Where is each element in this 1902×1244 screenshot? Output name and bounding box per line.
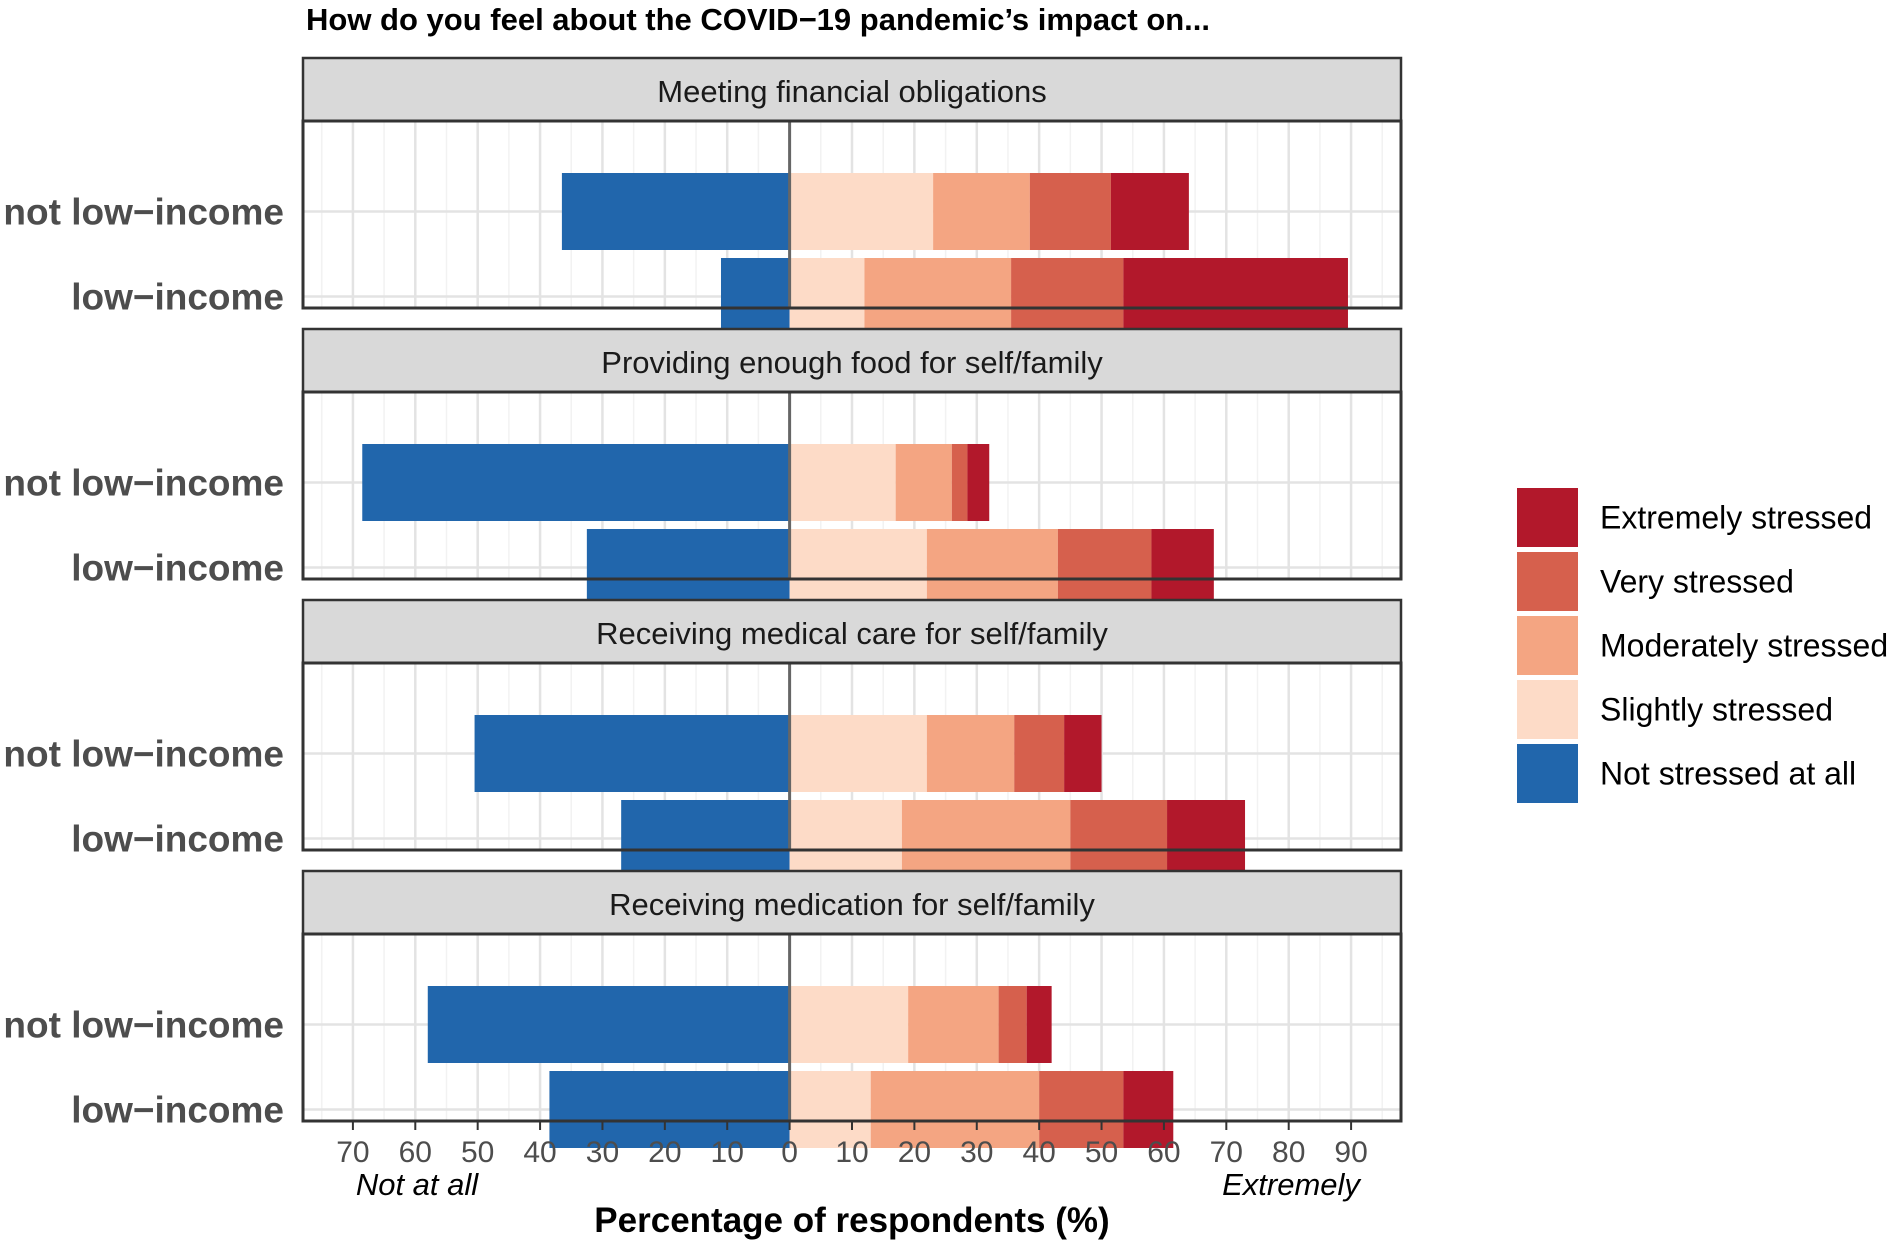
x-tick-label: 70 [1210,1136,1243,1169]
bar-slightly [789,1071,871,1148]
facet-title: Receiving medication for self/family [609,887,1095,922]
bar-not-stressed [621,800,790,877]
x-tick-label: 10 [711,1136,744,1169]
bar-very [1029,173,1111,250]
x-tick-label: 60 [1147,1136,1180,1169]
facet-panel: Providing enough food for self/family not… [3,327,1403,606]
bar-slightly [789,986,909,1063]
x-tick-label: 90 [1334,1136,1367,1169]
x-tick-label: 10 [835,1136,868,1169]
x-tick-label: 0 [781,1136,798,1169]
right-axis-note: Extremely [1222,1167,1362,1202]
bar-very [951,444,968,521]
legend-key-slightly [1517,680,1578,739]
x-tick-label: 40 [1022,1136,1055,1169]
bar-moderately [901,800,1071,877]
x-tick-label: 20 [898,1136,931,1169]
legend-label: Slightly stressed [1600,692,1833,728]
left-axis-note: Not at all [356,1167,479,1202]
row-label: low−income [71,277,284,318]
x-tick-label: 30 [960,1136,993,1169]
bar-very [1011,258,1124,335]
bar-moderately [908,986,999,1063]
facet-title: Providing enough food for self/family [601,345,1103,380]
bar-extremely [1110,173,1189,250]
bar-extremely [1026,986,1052,1063]
x-tick-label: 40 [523,1136,556,1169]
bar-moderately [926,529,1058,606]
x-tick-label: 60 [399,1136,432,1169]
bar-not-stressed [720,258,790,335]
panel-border [301,119,1403,310]
panel-border [301,390,1403,581]
legend-key-extremely [1517,488,1578,547]
bar-moderately [870,1071,1040,1148]
facet-panel: Receiving medication for self/family not … [3,869,1403,1148]
bar-extremely [1167,800,1246,877]
bar-moderately [933,173,1030,250]
bar-slightly [789,715,927,792]
facet-title: Meeting financial obligations [657,74,1046,109]
legend-key-moderately [1517,616,1578,675]
bar-moderately [895,444,952,521]
bar-moderately [926,715,1015,792]
bar-extremely [1123,1071,1174,1148]
bar-not-stressed [549,1071,790,1148]
legend-label: Not stressed at all [1600,756,1856,792]
legend-key-not_stressed [1517,744,1578,803]
bar-not-stressed [362,444,790,521]
row-label: not low−income [3,734,284,775]
chart-title: How do you feel about the COVID−19 pande… [306,2,1210,37]
x-tick-label: 50 [1085,1136,1118,1169]
row-label: low−income [71,1090,284,1131]
bar-slightly [789,444,896,521]
row-label: not low−income [3,1005,284,1046]
row-label: low−income [71,819,284,860]
bar-slightly [789,800,902,877]
bar-slightly [789,529,927,606]
row-label: low−income [71,548,284,589]
row-label: not low−income [3,192,284,233]
bar-slightly [789,258,865,335]
bar-very [1014,715,1065,792]
bar-moderately [864,258,1012,335]
bar-very [1039,1071,1124,1148]
x-tick-label: 30 [586,1136,619,1169]
x-tick-label: 50 [461,1136,494,1169]
bar-very [998,986,1027,1063]
x-tick-label: 80 [1272,1136,1305,1169]
bar-extremely [1064,715,1102,792]
facet-strip [301,598,1403,665]
bar-not-stressed [561,173,790,250]
row-label: not low−income [3,463,284,504]
x-axis-title: Percentage of respondents (%) [594,1201,1109,1240]
facet-title: Receiving medical care for self/family [596,616,1108,651]
x-tick-label: 20 [648,1136,681,1169]
facet-strip [301,327,1403,394]
bar-not-stressed [427,986,790,1063]
legend-label: Moderately stressed [1600,628,1888,664]
facet-panel: Receiving medical care for self/family no… [3,598,1403,877]
bar-not-stressed [474,715,790,792]
bar-not-stressed [586,529,790,606]
facet-panel: Meeting financial obligations not low−inc… [3,56,1403,335]
facet-strip [301,56,1403,123]
bar-extremely [967,444,990,521]
facet-strip [301,869,1403,936]
legend-label: Extremely stressed [1600,500,1872,536]
bar-extremely [1123,258,1348,335]
legend-label: Very stressed [1600,564,1794,600]
legend-key-very [1517,552,1578,611]
x-tick-label: 70 [336,1136,369,1169]
bar-slightly [789,173,934,250]
bar-very [1057,529,1152,606]
panel-border [301,661,1403,852]
bar-extremely [1151,529,1214,606]
bar-very [1070,800,1168,877]
